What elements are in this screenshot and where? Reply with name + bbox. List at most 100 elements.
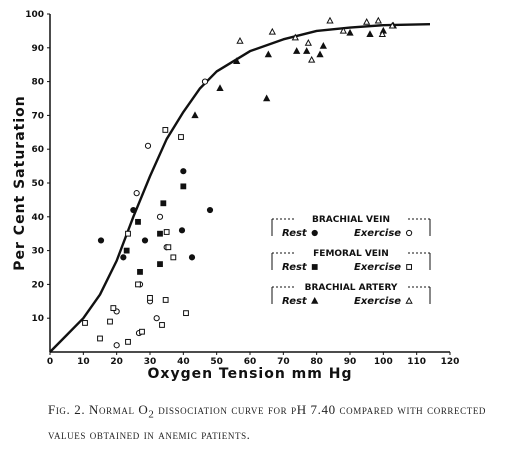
x-tick-label: 10 [77,357,90,367]
legend-marker [311,264,318,270]
legend-marker [405,296,413,304]
x-axis-label: Oxygen Tension mm Hg [148,366,353,382]
chart: Oxygen Tension mm Hg Per Cent Saturation… [12,10,460,382]
caption-text: Normal O [89,402,149,417]
x-tick-label: 70 [277,357,290,367]
x-tick-label: 50 [210,357,223,367]
legend-group-title: BRACHIAL VEIN [312,215,390,225]
data-point [139,328,145,335]
data-point [157,261,163,268]
y-tick-label: 40 [31,213,44,223]
data-point [293,47,301,54]
legend-group-title: FEMORAL VEIN [313,249,389,259]
data-point [374,16,382,24]
x-tick-label: 90 [344,357,357,367]
data-point [107,318,113,325]
data-point [97,335,103,342]
data-point [188,254,196,261]
data-point [97,237,105,244]
legend-label: Rest [282,296,308,307]
data-point [113,342,120,349]
x-tick-label: 0 [47,357,53,367]
x-tick-label: 60 [244,357,257,367]
data-point [156,213,164,220]
data-point [304,39,312,46]
data-point [180,168,187,175]
data-point [303,47,311,54]
data-point [216,84,224,92]
data-point [316,50,324,58]
data-point [135,218,141,225]
data-point [135,281,141,288]
data-point [160,200,167,207]
legend-label: Rest [282,228,308,239]
caption-subscript: 2 [148,408,155,421]
data-point [183,310,189,317]
data-point [123,247,130,254]
data-point [82,320,88,326]
data-point [201,78,209,85]
legend-marker [311,296,319,304]
caption: Fig. 2. Normal O2 dissociation curve for… [48,400,488,445]
y-tick-label: 20 [31,280,44,290]
data-point [264,50,272,58]
legend-marker [406,264,412,270]
data-point [236,36,244,44]
x-tick-label: 100 [374,357,393,367]
data-point [163,229,170,235]
data-point [308,55,316,63]
data-point [162,127,169,133]
legend-marker [405,229,413,237]
data-point [268,27,276,35]
data-point [159,322,165,328]
data-point [319,42,327,49]
dissociation-curve [49,22,431,353]
legend-marker [311,229,318,237]
data-point [120,254,127,261]
legend-label: Rest [282,262,308,273]
y-axis-label: Per Cent Saturation [12,95,28,270]
data-point [137,268,143,275]
data-point [162,297,169,303]
data-point [110,305,117,311]
data-point [191,111,199,119]
legend-group-title: BRACHIAL ARTERY [305,283,398,293]
data-point [388,21,396,29]
data-point [133,190,140,197]
y-tick-label: 60 [31,145,44,155]
y-tick-label: 70 [31,111,44,121]
x-tick-label: 120 [441,357,460,367]
y-tick-label: 10 [31,314,44,324]
y-tick-label: 50 [31,179,44,189]
data-point [165,244,172,251]
data-point [339,26,347,34]
data-point [378,30,386,37]
data-point [346,28,354,36]
data-point [206,206,214,214]
data-point [363,18,371,25]
y-tick-label: 100 [25,10,44,20]
data-point [233,57,241,65]
x-tick-label: 80 [310,357,323,367]
data-point [141,237,149,244]
legend-label: Exercise [354,296,401,307]
caption-text: dissociation curve for pH 7.40 compared … [48,402,487,442]
data-point [263,94,271,102]
x-tick-label: 40 [177,357,190,367]
legend-label: Exercise [354,228,401,239]
data-point [125,338,131,345]
data-point [153,315,160,322]
data-point [291,33,299,41]
y-tick-label: 30 [31,247,44,257]
y-tick-label: 80 [31,78,44,88]
data-point [326,16,334,24]
data-point [157,230,163,237]
data-point [147,295,153,301]
data-point [366,30,374,37]
data-point [178,227,186,234]
x-tick-label: 110 [407,357,426,367]
data-point [144,142,152,149]
y-tick-label: 90 [31,44,44,54]
data-point [130,206,137,214]
